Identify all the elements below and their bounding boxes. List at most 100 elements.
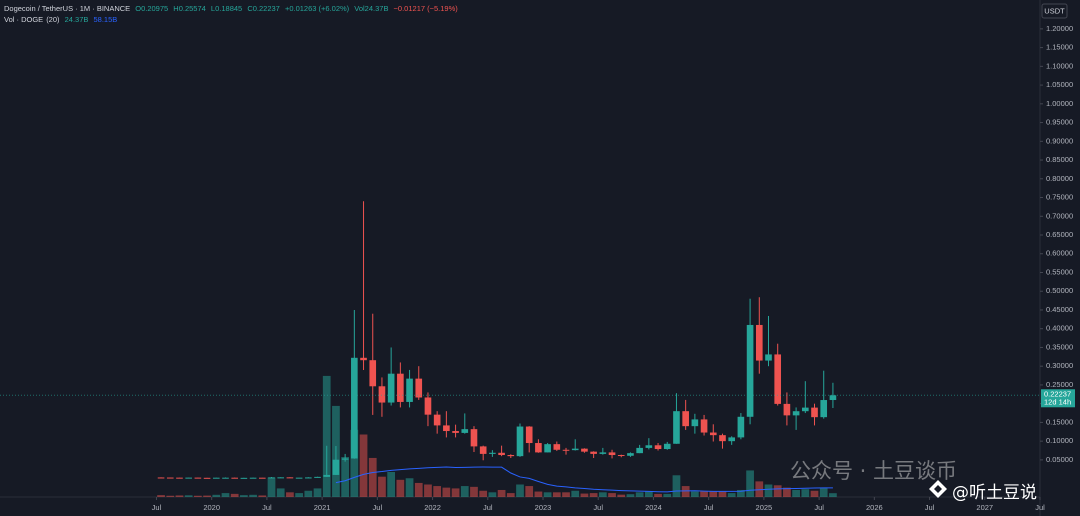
volume-bar xyxy=(497,489,506,497)
volume-bar xyxy=(525,486,534,497)
candle-body xyxy=(314,476,321,478)
candle-body xyxy=(461,429,469,433)
price-tag-box xyxy=(1041,389,1075,408)
volume-change: −0.01217 (−5.19%) xyxy=(393,4,458,13)
candle-body xyxy=(157,477,165,479)
volume-bar xyxy=(267,477,276,497)
volume-bar xyxy=(396,479,405,497)
y-tick-label: 0.70000 xyxy=(1046,211,1073,220)
y-tick-label: 0.05000 xyxy=(1046,455,1073,464)
y-tick-label: 0.75000 xyxy=(1046,193,1073,202)
change: +0.01263 (+6.02%) xyxy=(284,4,350,13)
candle-body xyxy=(820,400,828,418)
volume-bar xyxy=(598,492,607,497)
candle-body xyxy=(507,455,515,457)
candle-body xyxy=(268,477,275,479)
candle-body xyxy=(599,452,607,454)
y-tick-label: 0.95000 xyxy=(1046,118,1073,127)
candle-body xyxy=(452,431,459,433)
x-tick-label: 2026 xyxy=(866,503,883,512)
candle-body xyxy=(212,477,220,479)
x-tick-label: Jul xyxy=(814,503,824,512)
price-tag-countdown: 12d 14h xyxy=(1044,397,1071,406)
candle-body xyxy=(774,354,782,404)
y-tick-label: 0.40000 xyxy=(1046,324,1073,333)
y-tick-label: 0.10000 xyxy=(1046,436,1073,445)
volume-bar xyxy=(829,493,837,497)
y-tick-label: 0.50000 xyxy=(1046,286,1073,295)
candle-body xyxy=(673,411,680,444)
y-tick-label: 1.20000 xyxy=(1046,24,1073,33)
y-tick-label: 0.60000 xyxy=(1046,249,1073,258)
candle-body xyxy=(369,360,377,387)
candle-body xyxy=(203,477,211,479)
candle-body xyxy=(194,477,202,479)
watermark-handle: @听土豆说 xyxy=(952,483,1037,503)
volume-bar xyxy=(175,495,184,497)
candle-body xyxy=(387,373,395,403)
header-line-1: Dogecoin / TetherUS · 1M · BINANCE O0.20… xyxy=(4,4,461,13)
candle-body xyxy=(185,477,192,479)
candle-body xyxy=(424,397,432,415)
x-tick-label: Jul xyxy=(262,503,272,512)
candle-body xyxy=(222,477,229,479)
volume-bar xyxy=(755,481,764,497)
volume-bar xyxy=(322,375,331,497)
candle-body xyxy=(829,395,837,401)
candle-body xyxy=(746,324,754,417)
volume-bar xyxy=(516,484,524,497)
x-tick-label: 2025 xyxy=(756,503,773,512)
volume-bar xyxy=(488,492,497,497)
candle-body xyxy=(277,477,285,479)
candle-body xyxy=(433,414,441,426)
candle-body xyxy=(590,451,597,454)
y-tick-label: 1.00000 xyxy=(1046,99,1073,108)
candle-body xyxy=(305,477,312,479)
volume-bar xyxy=(783,487,791,497)
candle-body xyxy=(323,474,331,477)
candle-body xyxy=(443,425,450,432)
volume-bar xyxy=(368,457,377,497)
candle-body xyxy=(608,452,616,456)
x-tick-label: 2021 xyxy=(314,503,331,512)
volume-bar xyxy=(792,489,800,497)
volume-bar xyxy=(681,486,690,497)
volume-bar xyxy=(663,493,672,497)
candle-body xyxy=(231,477,239,479)
x-tick-label: Jul xyxy=(152,503,162,512)
volume-bar xyxy=(286,492,294,497)
candle-body xyxy=(783,403,791,416)
watermark-main: 公众号 · 土豆谈币 xyxy=(790,459,958,483)
watermark-icon xyxy=(929,480,947,498)
candle-body xyxy=(801,407,809,412)
candle-body xyxy=(378,386,386,403)
volume-bar xyxy=(249,494,257,497)
x-tick-label: 2027 xyxy=(976,503,993,512)
volume-bar xyxy=(626,494,635,497)
candle-body xyxy=(765,354,772,361)
volume-bar xyxy=(304,490,313,497)
volume-bar xyxy=(203,495,211,497)
close: C0.22237 xyxy=(247,4,280,13)
candle-body xyxy=(525,426,533,444)
symbol[interactable]: Dogecoin / TetherUS · 1M · BINANCE xyxy=(4,4,131,13)
candle-body xyxy=(397,373,404,402)
x-tick-label: 2020 xyxy=(203,503,220,512)
volume-bar xyxy=(801,489,810,497)
indicator-name[interactable]: Vol · DOGE xyxy=(4,15,44,24)
volume-bar xyxy=(534,491,543,497)
volume-bar xyxy=(276,488,285,497)
volume-bar xyxy=(194,495,202,497)
y-tick-label: 0.15000 xyxy=(1046,417,1073,426)
volume-bar xyxy=(378,476,386,497)
currency-box[interactable] xyxy=(1041,3,1068,19)
volume-bar xyxy=(341,457,349,497)
y-tick-label: 0.25000 xyxy=(1046,380,1073,389)
volume-bar xyxy=(700,491,708,497)
high: H0.25574 xyxy=(173,4,206,13)
currency-label: USDT xyxy=(1044,6,1065,15)
volume-bar xyxy=(470,486,478,497)
candle-body xyxy=(663,443,671,450)
x-tick-label: 2023 xyxy=(535,503,552,512)
